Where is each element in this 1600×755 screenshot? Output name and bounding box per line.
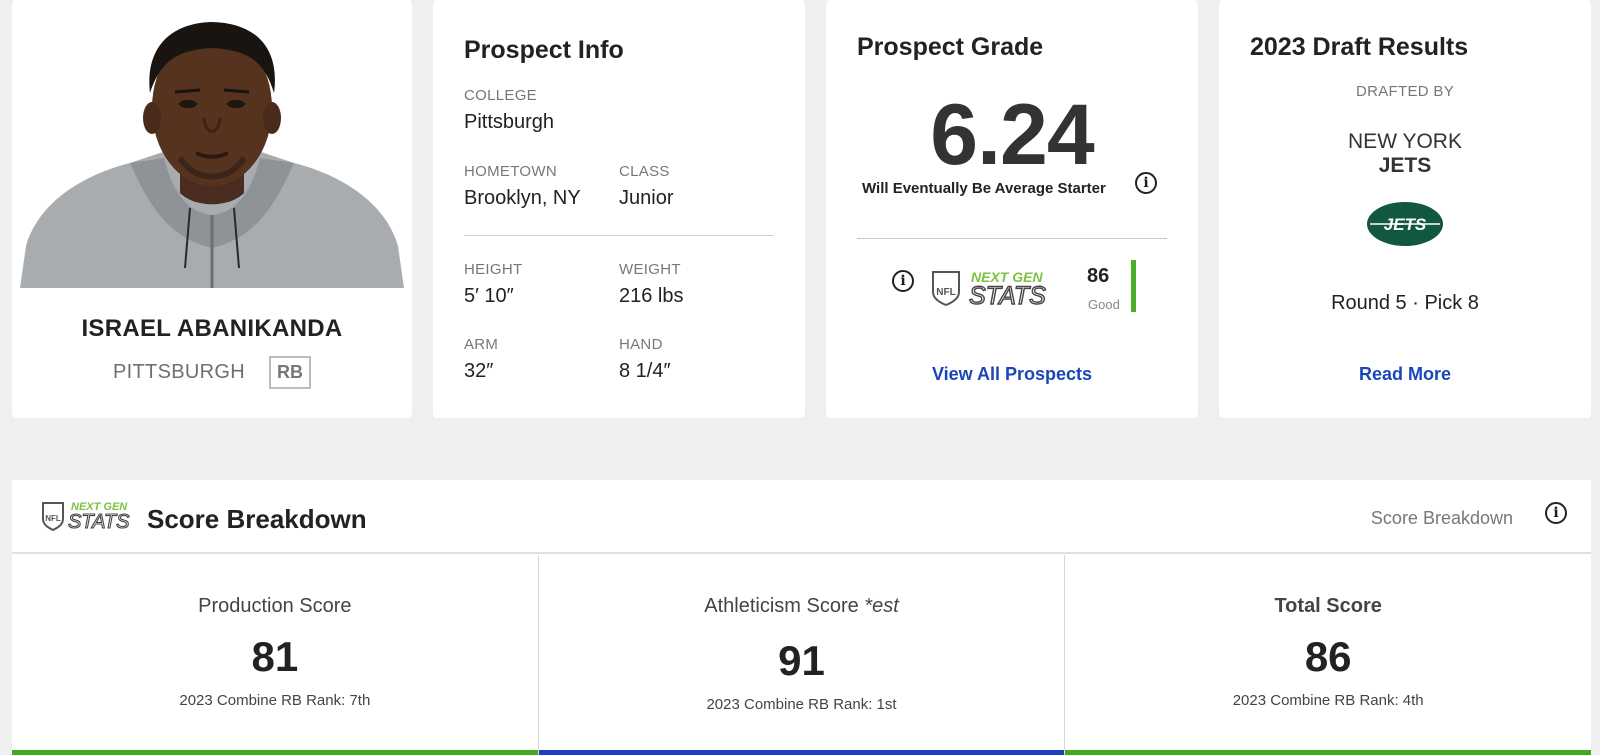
hand-field: HAND 8 1/4″ xyxy=(619,336,671,383)
ngs-bottom-text: STATS xyxy=(969,282,1046,306)
jets-logo: JETS xyxy=(1366,200,1444,248)
info-icon[interactable]: i xyxy=(1545,502,1567,524)
player-meta: PITTSBURGH RB xyxy=(12,356,412,389)
score-columns: Production Score 81 2023 Combine RB Rank… xyxy=(12,555,1592,755)
college-field: COLLEGE Pittsburgh xyxy=(464,87,554,134)
height-label: HEIGHT xyxy=(464,261,523,278)
player-card: ISRAEL ABANIKANDA PITTSBURGH RB xyxy=(12,0,412,418)
ngs-shield-text: NFL xyxy=(936,287,955,298)
hometown-value: Brooklyn, NY xyxy=(464,187,581,209)
ngs-score: 86 xyxy=(1087,265,1110,287)
athleticism-score-column: Athleticism Score *est 91 2023 Combine R… xyxy=(538,555,1066,755)
height-field: HEIGHT 5′ 10″ xyxy=(464,261,522,308)
info-divider xyxy=(464,235,774,236)
score-title: Athleticism Score *est xyxy=(704,595,899,617)
info-icon[interactable]: i xyxy=(892,270,914,292)
read-more-link[interactable]: Read More xyxy=(1358,364,1452,384)
arm-label: ARM xyxy=(464,336,499,353)
college-value: Pittsburgh xyxy=(464,111,555,133)
hand-value: 8 1/4″ xyxy=(619,360,671,382)
ngs-top-text: NEXT GEN xyxy=(971,269,1043,285)
height-value: 5′ 10″ xyxy=(464,285,514,307)
jets-logo-text: JETS xyxy=(1384,215,1427,234)
weight-field: WEIGHT 216 lbs xyxy=(619,261,684,308)
arm-value: 32″ xyxy=(464,360,494,382)
score-value: 91 xyxy=(778,637,825,684)
score-title: Production Score xyxy=(198,595,352,617)
score-bar xyxy=(12,750,538,755)
weight-value: 216 lbs xyxy=(619,285,684,307)
player-name: ISRAEL ABANIKANDA xyxy=(81,315,343,342)
score-bar xyxy=(1065,750,1592,755)
prospect-grade-title: Prospect Grade xyxy=(857,33,1044,61)
score-breakdown-label: Score Breakdown xyxy=(1370,508,1513,528)
drafted-by-label: DRAFTED BY xyxy=(1355,83,1454,100)
prospect-grade-card: Prospect Grade 6.24 Will Eventually Be A… xyxy=(826,0,1198,418)
college-label: COLLEGE xyxy=(464,87,537,104)
player-photo xyxy=(20,8,404,288)
score-rank: 2023 Combine RB Rank: 1st xyxy=(706,696,897,713)
score-breakdown-title: Score Breakdown xyxy=(147,504,367,534)
grade-description: Will Eventually Be Average Starter xyxy=(862,180,1106,197)
estimate-marker: *est xyxy=(864,595,899,617)
score-value: 86 xyxy=(1304,633,1352,680)
prospect-info-card: Prospect Info COLLEGE Pittsburgh HOMETOW… xyxy=(433,0,805,418)
score-rank: 2023 Combine RB Rank: 7th xyxy=(179,692,371,709)
team-city: NEW YORK xyxy=(1348,130,1462,153)
class-label: CLASS xyxy=(619,163,670,180)
next-gen-stats-logo: NFL NEXT GEN STATS xyxy=(931,266,1059,311)
weight-label: WEIGHT xyxy=(619,261,681,278)
prospect-info-title: Prospect Info xyxy=(464,36,624,64)
ngs-shield-text: NFL xyxy=(45,514,61,523)
draft-results-card: 2023 Draft Results DRAFTED BY NEW YORK J… xyxy=(1219,0,1591,418)
score-rank: 2023 Combine RB Rank: 4th xyxy=(1232,692,1424,709)
hometown-label: HOMETOWN xyxy=(464,163,557,180)
next-gen-stats-logo: NFL NEXT GEN STATS xyxy=(41,499,137,534)
score-breakdown-panel: NFL NEXT GEN STATS Score Breakdown Score… xyxy=(12,480,1592,755)
arm-field: ARM 32″ xyxy=(464,336,498,383)
position-badge: RB xyxy=(268,356,311,389)
info-icon[interactable]: i xyxy=(1135,172,1157,194)
view-all-prospects-link[interactable]: View All Prospects xyxy=(931,364,1093,384)
draft-pick: Round 5 · Pick 8 xyxy=(1331,292,1479,314)
ngs-rating: Good xyxy=(1088,297,1120,312)
score-breakdown-header: NFL NEXT GEN STATS Score Breakdown Score… xyxy=(12,480,1591,554)
class-field: CLASS Junior xyxy=(619,163,673,210)
class-value: Junior xyxy=(619,187,674,209)
draft-results-title: 2023 Draft Results xyxy=(1250,33,1469,61)
score-title: Total Score xyxy=(1274,595,1382,617)
total-score-column: Total Score 86 2023 Combine RB Rank: 4th xyxy=(1065,555,1592,755)
grade-divider xyxy=(857,238,1167,239)
hometown-field: HOMETOWN Brooklyn, NY xyxy=(464,163,581,210)
production-score-column: Production Score 81 2023 Combine RB Rank… xyxy=(12,555,539,755)
team-name: JETS xyxy=(1378,154,1432,177)
hand-label: HAND xyxy=(619,336,663,353)
ngs-score-bar xyxy=(1131,260,1136,312)
score-bar xyxy=(538,750,1065,755)
grade-value: 6.24 xyxy=(930,87,1094,183)
player-school: PITTSBURGH xyxy=(113,361,245,383)
ngs-bottom-text: STATS xyxy=(68,511,130,531)
score-value: 81 xyxy=(251,633,299,680)
ngs-top-text: NEXT GEN xyxy=(71,501,128,513)
